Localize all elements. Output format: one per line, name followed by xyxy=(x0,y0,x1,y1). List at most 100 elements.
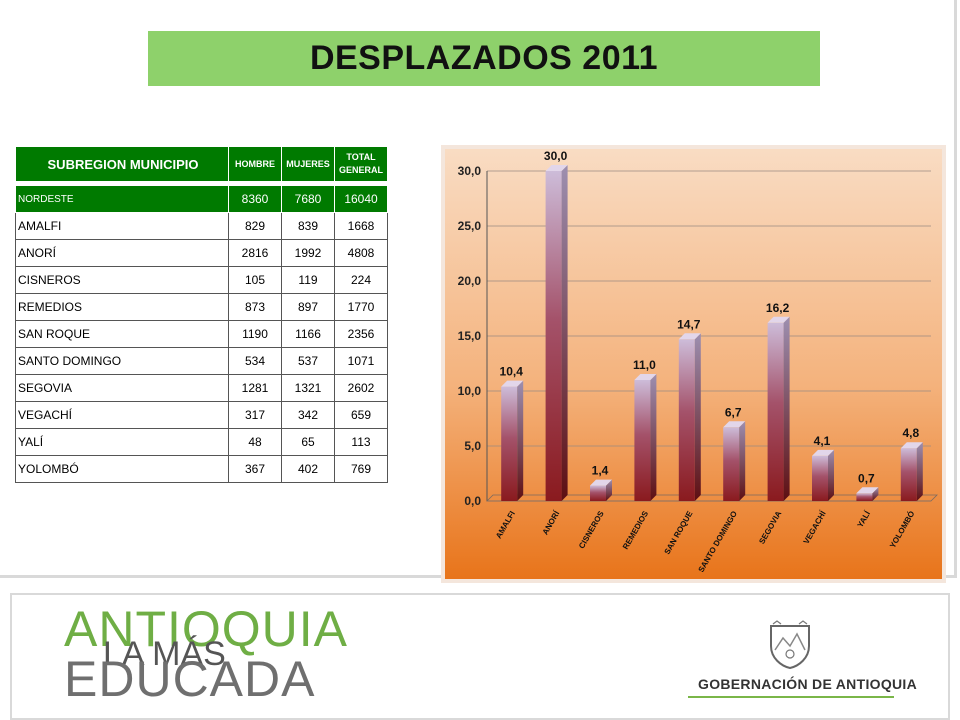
data-table: SUBREGION MUNICIPIO HOMBRE MUJERES TOTAL… xyxy=(15,146,388,483)
row-mujeres: 839 xyxy=(281,212,335,240)
header-mujeres: MUJERES xyxy=(281,146,335,182)
summary-mujeres: 7680 xyxy=(281,185,335,213)
bar-top xyxy=(678,333,701,340)
bar-top xyxy=(501,380,524,387)
table-row: YALÍ 48 65 113 xyxy=(15,428,388,456)
footer-frame xyxy=(10,593,950,720)
bar-front xyxy=(545,171,562,501)
table-row: CISNEROS 105 119 224 xyxy=(15,266,388,294)
table-row: SANTO DOMINGO 534 537 1071 xyxy=(15,347,388,375)
bar-value-label: 0,7 xyxy=(858,471,875,485)
row-name: YOLOMBÓ xyxy=(15,455,229,483)
bar-value-label: 6,7 xyxy=(725,405,742,419)
bar-side xyxy=(783,316,790,501)
bar-value-label: 10,4 xyxy=(500,365,524,379)
row-mujeres: 1321 xyxy=(281,374,335,402)
bar-front xyxy=(590,485,606,501)
row-hombre: 1281 xyxy=(228,374,282,402)
bar-value-label: 14,7 xyxy=(677,317,701,331)
row-total: 2602 xyxy=(334,374,388,402)
row-total: 224 xyxy=(334,266,388,294)
y-tick-label: 0,0 xyxy=(464,494,481,508)
bar-front xyxy=(723,427,740,501)
table-row: SEGOVIA 1281 1321 2602 xyxy=(15,374,388,402)
row-name: SANTO DOMINGO xyxy=(15,347,229,375)
bar-value-label: 16,2 xyxy=(766,301,790,315)
row-mujeres: 537 xyxy=(281,347,335,375)
bar-top xyxy=(856,487,879,494)
bar-top xyxy=(767,316,790,323)
row-hombre: 105 xyxy=(228,266,282,294)
bar-top xyxy=(545,165,568,171)
header-subregion: SUBREGION MUNICIPIO xyxy=(15,146,229,182)
logo-antioquia: ANTIOQUIA xyxy=(64,601,349,657)
row-total: 769 xyxy=(334,455,388,483)
bar xyxy=(900,442,923,501)
bar-top xyxy=(812,449,834,456)
row-total: 1668 xyxy=(334,212,388,240)
bar-top xyxy=(590,479,612,486)
table-row: REMEDIOS 873 897 1770 xyxy=(15,293,388,321)
row-name: SEGOVIA xyxy=(15,374,229,402)
row-name: REMEDIOS xyxy=(15,293,229,321)
government-label: GOBERNACIÓN DE ANTIOQUIA xyxy=(698,676,918,692)
bar-side xyxy=(739,421,746,501)
bar xyxy=(767,316,790,501)
bar-front xyxy=(900,448,917,501)
logo-educada: EDUCADA xyxy=(64,651,316,707)
bar-side xyxy=(828,449,834,501)
row-hombre: 367 xyxy=(228,455,282,483)
bar-top xyxy=(900,442,923,449)
row-name: YALÍ xyxy=(15,428,229,456)
bar-side xyxy=(916,442,923,501)
row-mujeres: 65 xyxy=(281,428,335,456)
title-banner: DESPLAZADOS 2011 xyxy=(148,31,820,86)
row-total: 1770 xyxy=(334,293,388,321)
row-name: AMALFI xyxy=(15,212,229,240)
bar-front xyxy=(678,339,695,501)
row-name: SAN ROQUE xyxy=(15,320,229,348)
bar-side xyxy=(517,380,524,501)
row-hombre: 1190 xyxy=(228,320,282,348)
page-title: DESPLAZADOS 2011 xyxy=(309,39,659,77)
row-name: ANORÍ xyxy=(15,239,229,267)
y-tick-label: 5,0 xyxy=(464,439,481,453)
bar-side xyxy=(694,333,701,501)
row-hombre: 534 xyxy=(228,347,282,375)
bar-side xyxy=(872,487,879,501)
row-hombre: 873 xyxy=(228,293,282,321)
row-name: CISNEROS xyxy=(15,266,229,294)
header-hombre: HOMBRE xyxy=(228,146,282,182)
bar-value-label: 30,0 xyxy=(544,149,568,163)
bar-value-label: 4,1 xyxy=(814,434,831,448)
bar xyxy=(590,479,612,501)
table-header-row: SUBREGION MUNICIPIO HOMBRE MUJERES TOTAL… xyxy=(15,146,388,182)
bar-front xyxy=(634,380,651,501)
row-name: VEGACHÍ xyxy=(15,401,229,429)
bar-front xyxy=(767,322,784,501)
row-hombre: 48 xyxy=(228,428,282,456)
bar-side xyxy=(561,165,568,501)
row-mujeres: 119 xyxy=(281,266,335,294)
bar-front xyxy=(856,493,873,501)
coat-of-arms-icon xyxy=(770,620,810,670)
government-underline xyxy=(688,696,894,698)
row-total: 1071 xyxy=(334,347,388,375)
bar-top xyxy=(634,374,657,380)
bar-front xyxy=(812,455,828,501)
row-total: 4808 xyxy=(334,239,388,267)
bar-top xyxy=(723,421,746,428)
row-total: 2356 xyxy=(334,320,388,348)
bar xyxy=(678,333,701,501)
row-total: 113 xyxy=(334,428,388,456)
logo-la-mas: LA MÁS xyxy=(103,635,226,673)
row-mujeres: 1166 xyxy=(281,320,335,348)
row-mujeres: 1992 xyxy=(281,239,335,267)
table-summary-row: NORDESTE 8360 7680 16040 xyxy=(15,185,388,213)
bar-front xyxy=(501,386,518,501)
row-mujeres: 402 xyxy=(281,455,335,483)
row-hombre: 2816 xyxy=(228,239,282,267)
bar-value-label: 1,4 xyxy=(592,464,609,478)
bar xyxy=(634,374,657,501)
bar xyxy=(501,380,524,501)
